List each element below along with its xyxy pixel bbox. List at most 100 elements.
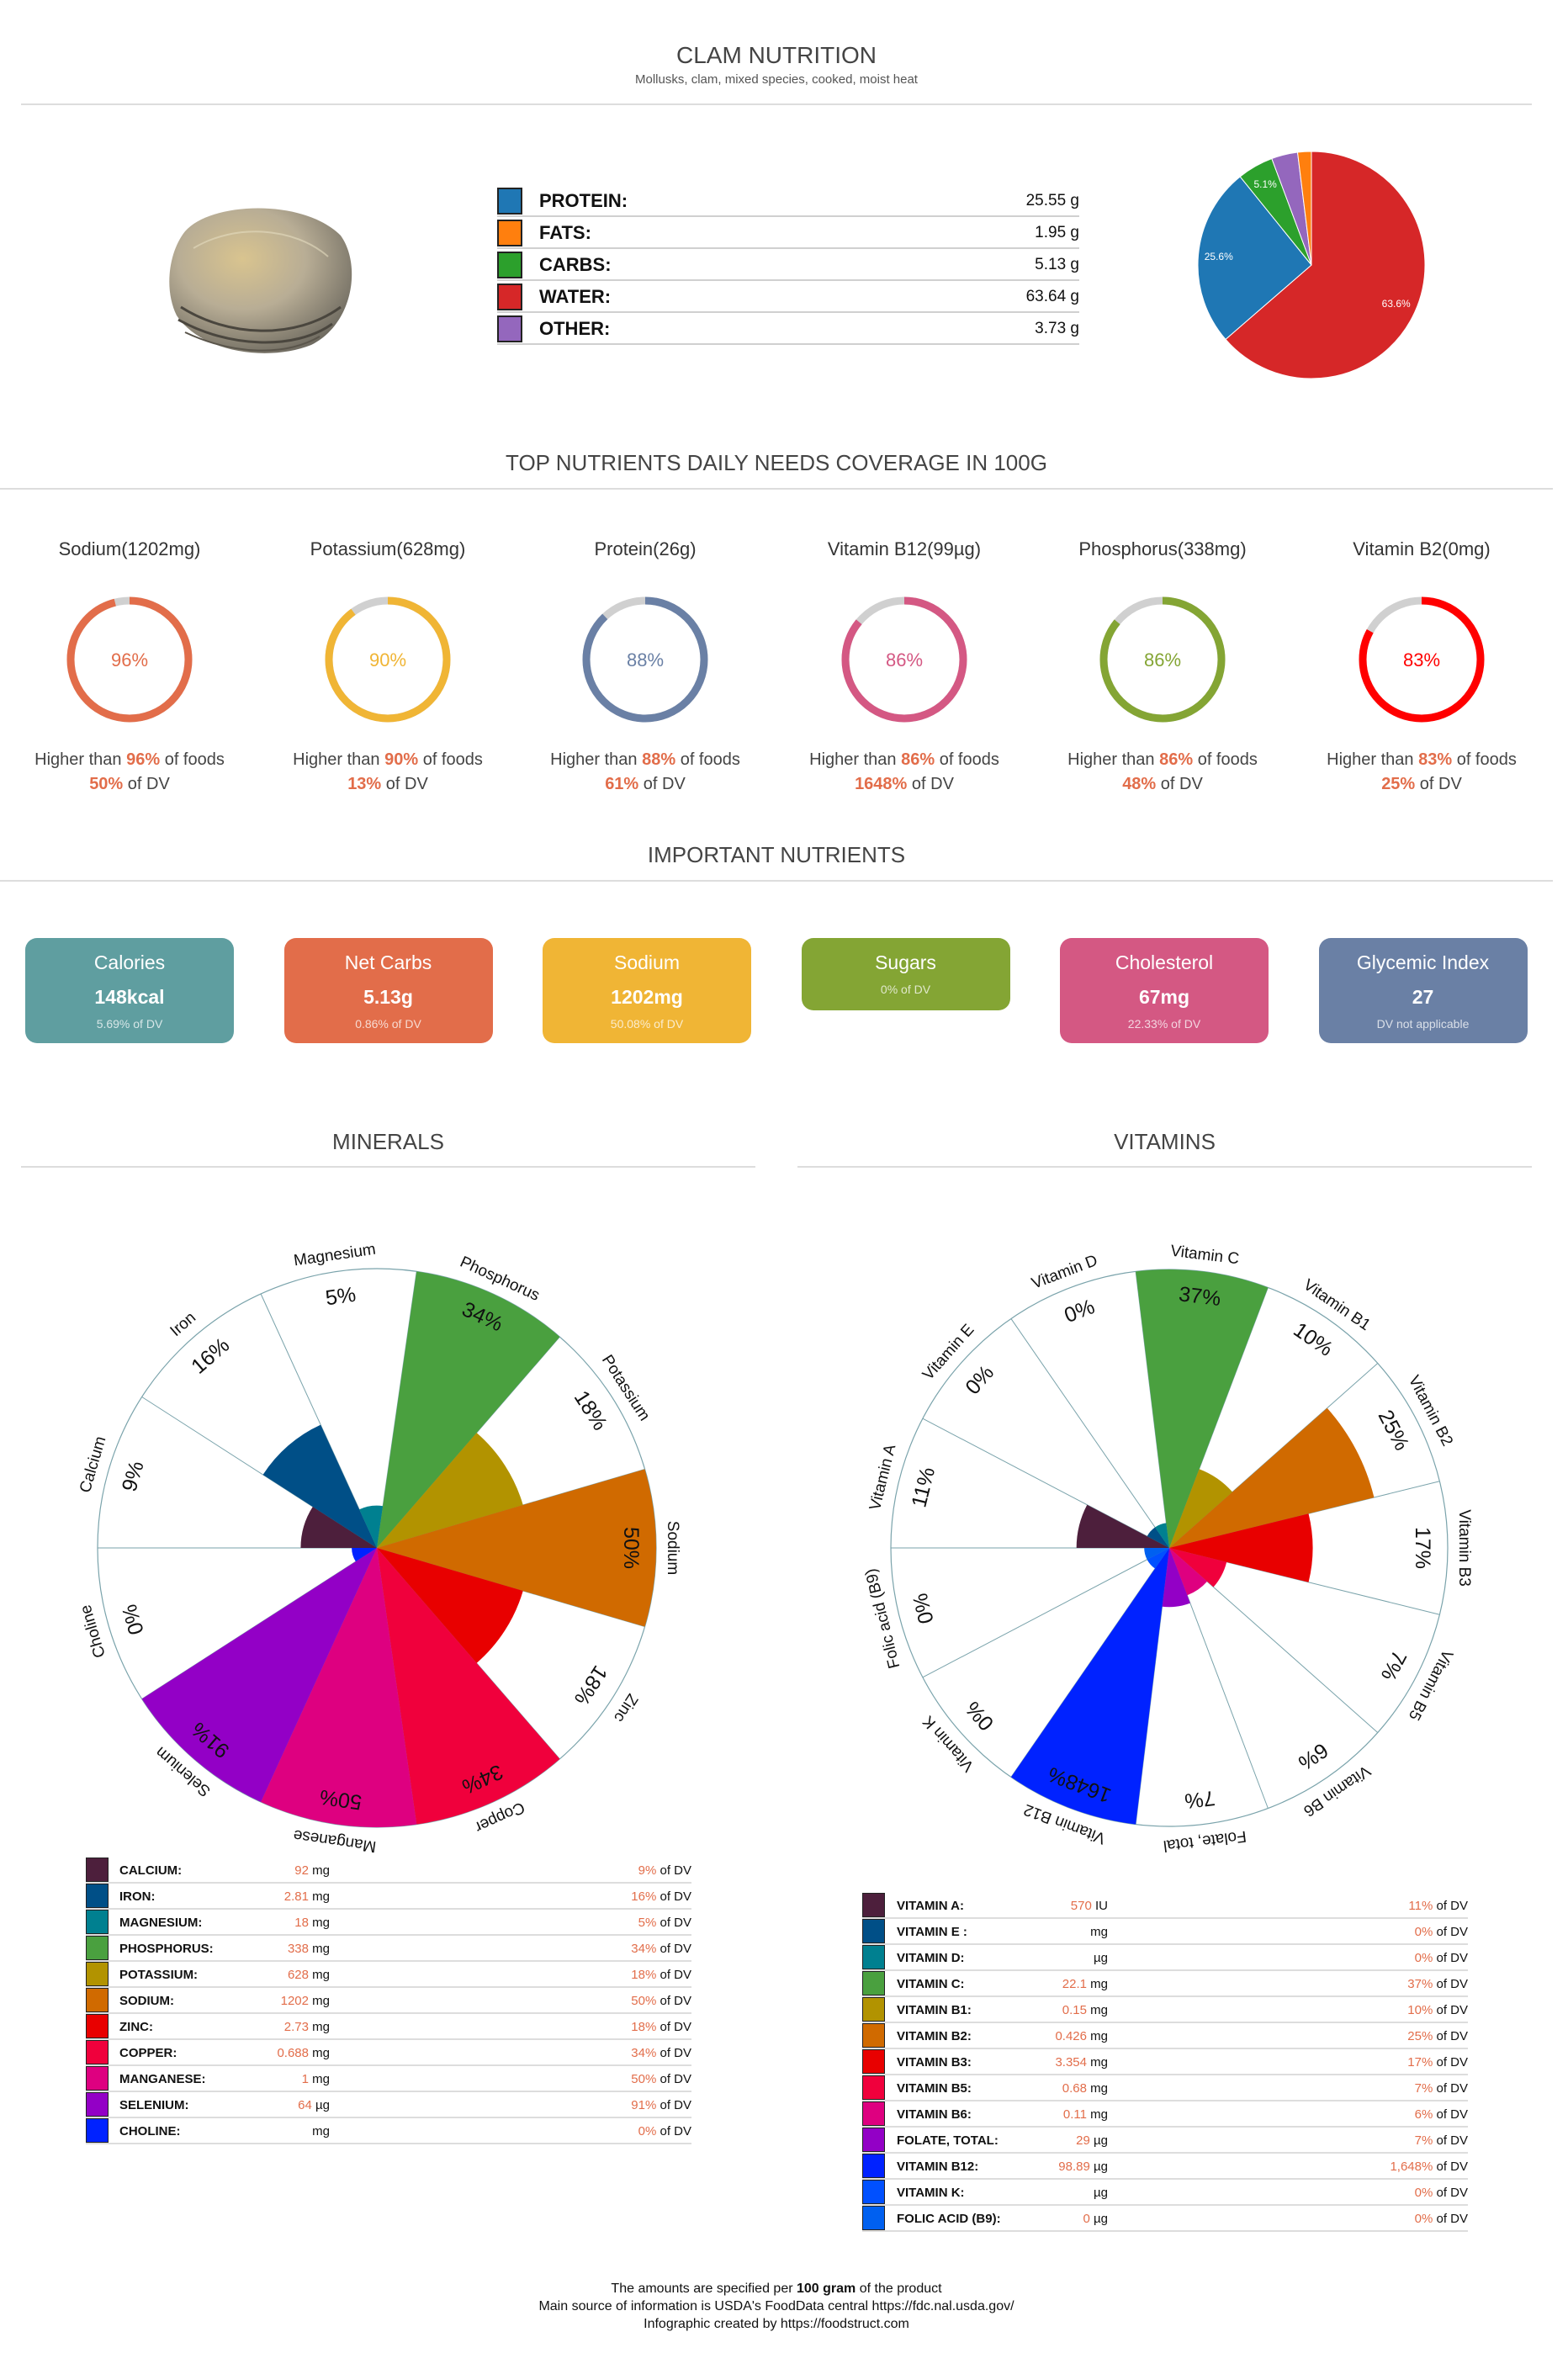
amount-number: 0 <box>1083 2212 1090 2226</box>
coverage-title: Phosphorus(338mg) <box>1078 538 1247 559</box>
text: Higher than <box>293 750 385 769</box>
sector-divider <box>1168 1481 1440 1549</box>
nutrient-dv: 18% of DV <box>631 1968 691 1982</box>
card-title: Net Carbs <box>344 951 432 973</box>
nutrient-dv: 11% of DV <box>1408 1899 1468 1913</box>
amount-number: 0.68 <box>1062 2081 1087 2096</box>
coverage-item: Protein(26g) 88% Higher than 88% of foods 6… <box>519 538 771 794</box>
percent: 90% <box>384 750 419 769</box>
legend-swatch <box>86 1858 109 1882</box>
table-row: CHOLINE: mg 0% of DV <box>86 2118 691 2144</box>
table-row: FOLIC ACID (B9): 0 µg 0% of DV <box>862 2206 1468 2232</box>
dv-suffix: of DV <box>656 2072 691 2086</box>
table-row: VITAMIN B1: 0.15 mg 10% of DV <box>862 1997 1468 2023</box>
ring-percent: 96% <box>111 649 148 670</box>
table-row: VITAMIN B2: 0.426 mg 25% of DV <box>862 2023 1468 2049</box>
vitamins-title: VITAMINS <box>1114 1129 1216 1154</box>
nutrient-name: VITAMIN B1: <box>897 2003 972 2017</box>
nutrient-amount: mg <box>1090 1925 1108 1939</box>
sector-divider <box>1168 1363 1379 1549</box>
amount-number: 0.426 <box>1055 2029 1087 2043</box>
amount-number: 92 <box>294 1863 309 1878</box>
sector-manganese <box>261 1548 417 1827</box>
text: of foods <box>935 750 999 769</box>
dv-suffix: of DV <box>656 2020 691 2034</box>
card-title: Calories <box>93 951 166 973</box>
amount-unit: mg <box>308 1889 330 1904</box>
sector-vitamin-a <box>1076 1504 1169 1548</box>
coverage-ring: 96% <box>66 596 193 723</box>
legend-swatch <box>862 2023 885 2048</box>
nutrient-name: SELENIUM: <box>119 2098 189 2112</box>
footer-line-3: Infographic created by https://foodstruc… <box>644 2317 909 2331</box>
text: of DV <box>1156 775 1203 793</box>
amount-unit: µg <box>311 2098 330 2112</box>
macro-value: 5.13 g <box>1035 256 1079 273</box>
table-row: VITAMIN D: µg 0% of DV <box>862 1945 1468 1971</box>
card-value: 5.13g <box>363 986 413 1008</box>
dv-suffix: of DV <box>1433 1951 1468 1965</box>
table-row: VITAMIN B12: 98.89 µg 1,648% of DV <box>862 2154 1468 2180</box>
card-value: 27 <box>1412 986 1434 1008</box>
ring-fill <box>66 596 193 723</box>
nutrient-name: POTASSIUM: <box>119 1968 199 1982</box>
pie-slice-protein <box>1197 176 1312 341</box>
nutrient-dv: 0% of DV <box>1415 2186 1468 2200</box>
divider <box>21 1166 755 1168</box>
card-dv: 0.86% of DV <box>355 1017 421 1031</box>
nutrient-name: VITAMIN B3: <box>897 2055 972 2070</box>
category-label: Zinc <box>610 1690 641 1725</box>
dv-number: 10% <box>1407 2003 1433 2017</box>
amount-unit: mg <box>308 2046 330 2060</box>
clam-image <box>169 208 352 353</box>
nutrient-dv: 37% of DV <box>1407 1977 1468 1991</box>
nutrient-dv: 7% of DV <box>1415 2133 1468 2148</box>
nutrient-card: Glycemic Index 27 DV not applicable <box>1318 938 1528 1043</box>
coverage-title: Potassium(628mg) <box>310 538 466 559</box>
sector-phosphorus <box>377 1271 560 1548</box>
nutrient-name: VITAMIN A: <box>897 1899 964 1913</box>
dv-number: 7% <box>1414 2133 1433 2148</box>
text: of foods <box>160 750 225 769</box>
dv-suffix: of DV <box>656 2098 691 2112</box>
nutrient-name: FOLATE, TOTAL: <box>897 2133 999 2148</box>
card-dv: 0% of DV <box>880 983 931 996</box>
dv-number: 50% <box>631 2072 657 2086</box>
footer-bold: 100 gram <box>797 2282 856 2296</box>
coverage-item: Vitamin B2(0mg) 83% Higher than 83% of foo… <box>1295 538 1548 794</box>
dv-number: 18% <box>631 2020 657 2034</box>
category-label: Folate, total <box>1163 1827 1248 1855</box>
nutrient-amount: mg <box>312 2124 330 2138</box>
legend-swatch <box>86 1936 109 1960</box>
category-label: Sodium <box>664 1521 681 1575</box>
nutrient-name: MANGANESE: <box>119 2072 206 2086</box>
macro-name: CARBS: <box>539 254 612 275</box>
sector-copper <box>377 1548 560 1825</box>
coverage-item: Phosphorus(338mg) 86% Higher than 86% of f… <box>1036 538 1289 794</box>
text: of DV <box>907 775 954 793</box>
amount-number: 2.73 <box>283 2020 309 2034</box>
nutrient-card: Net Carbs 5.13g 0.86% of DV <box>283 938 493 1043</box>
sector-sodium <box>377 1469 657 1627</box>
nutrient-amount: 2.73 mg <box>284 2020 330 2034</box>
legend-swatch <box>497 284 522 310</box>
category-label: Iron <box>167 1309 200 1340</box>
dv-suffix: of DV <box>1433 1977 1468 1991</box>
amount-number: 18 <box>294 1916 309 1930</box>
category-label: Manganese <box>292 1826 377 1855</box>
ring-percent: 86% <box>886 649 923 670</box>
nutrient-dv: 91% of DV <box>631 2098 691 2112</box>
page-subtitle: Mollusks, clam, mixed species, cooked, m… <box>635 72 918 87</box>
amount-unit: mg <box>312 2124 330 2138</box>
footer-text: The amounts are specified per <box>611 2282 793 2296</box>
sector-choline <box>352 1548 377 1562</box>
ring-percent: 88% <box>627 649 664 670</box>
nutrient-amount: 92 mg <box>294 1863 330 1878</box>
macro-name: PROTEIN: <box>539 190 628 211</box>
amount-number: 570 <box>1070 1899 1092 1913</box>
table-row: VITAMIN B5: 0.68 mg 7% of DV <box>862 2075 1468 2101</box>
sector-divider <box>1135 1271 1170 1549</box>
macro-name: WATER: <box>539 286 612 307</box>
amount-unit: µg <box>1094 1951 1108 1965</box>
dv-suffix: of DV <box>1433 1899 1468 1913</box>
